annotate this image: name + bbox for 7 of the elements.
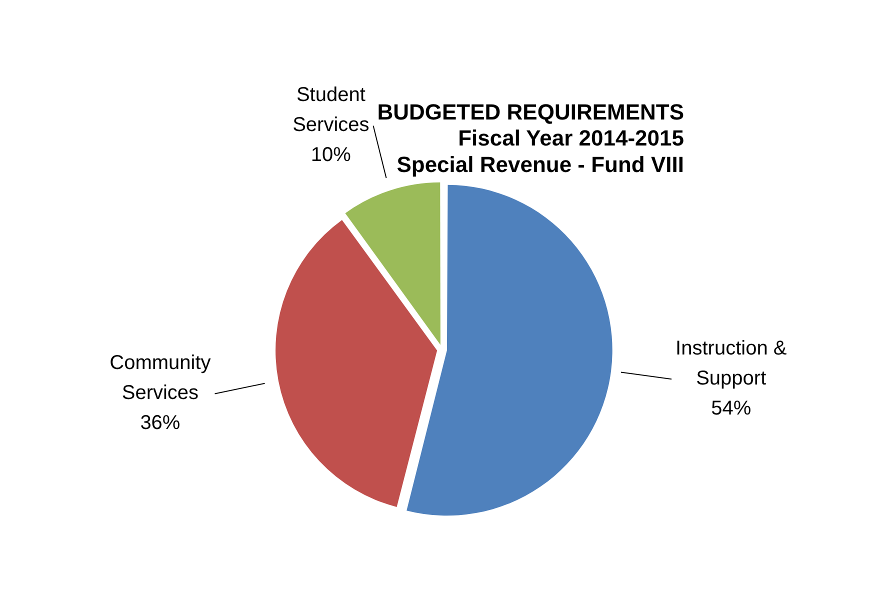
slice-label: Community Services bbox=[110, 352, 211, 404]
data-label: 36% bbox=[140, 412, 180, 434]
slice-label: Student Services bbox=[292, 84, 370, 136]
text: BUDGETED REQUIREMENTS Fiscal Year 2014-2015 Special Revenue - Fund VIII bbox=[377, 99, 684, 178]
slice-label: Instruction & Support bbox=[676, 338, 788, 390]
data-label: 54% bbox=[711, 398, 752, 420]
data-label: 10% bbox=[310, 144, 352, 166]
